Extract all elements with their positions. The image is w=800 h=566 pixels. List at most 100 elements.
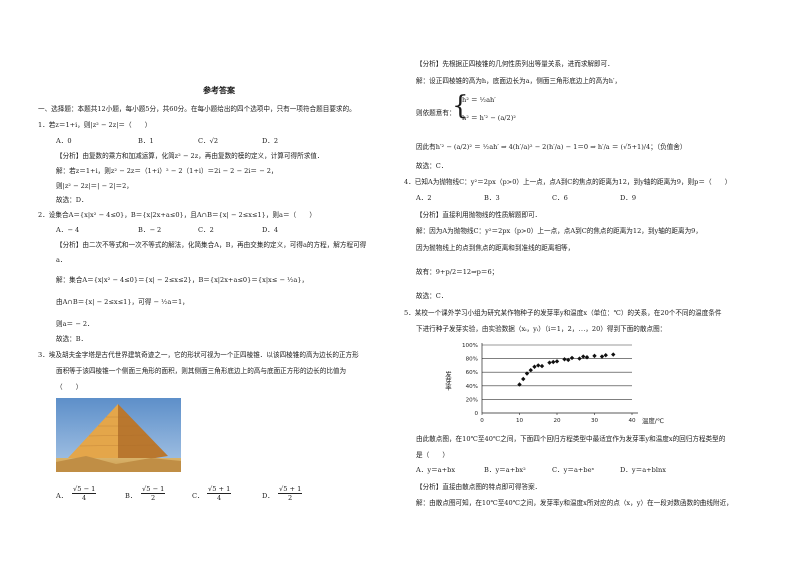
chart-data-point <box>517 382 522 387</box>
q4-analysis: 【分析】直接利用抛物线的性质解题即可． <box>416 211 542 219</box>
q3-option-c-label: C． <box>192 492 204 500</box>
q3-stem-2: 面积等于该四棱锥一个侧面三角形的面积，则其侧面三角形底边上的高与底面正方形的边长… <box>56 367 347 375</box>
q4-option-d: D．9 <box>620 194 637 202</box>
q3-option-d-value: √5 + 1 2 <box>278 485 303 502</box>
q5-option-d: D．y＝a+blnx <box>620 466 666 474</box>
q3-system-label: 则依题意有： <box>416 109 456 117</box>
q3-option-d-label: D． <box>262 492 274 500</box>
q2-solution-4: 故选：B． <box>56 335 88 343</box>
chart-data-point <box>524 371 530 376</box>
q5-option-a: A．y＝a+bx <box>416 466 456 474</box>
chart-data-point <box>581 354 586 359</box>
q3-option-b-num: √5 − 1 <box>141 485 166 494</box>
q4-solution-1: 解：因为A为抛物线C：y²＝2px（p>0）上一点，点A到C的焦点的距离为12，… <box>416 227 702 235</box>
chart-x-tick-label: 30 <box>591 418 599 424</box>
chart-x-tick-label: 10 <box>516 418 524 424</box>
q3-solution-2: 因此有h′² − (a/2)² ＝ ½ah′ ⇒ 4(h′/a)² − 2(h′… <box>416 143 687 151</box>
q5-stem-1: 5．某校一个课外学习小组为研究某作物种子的发芽率y和温度x（单位：℃）的关系，在… <box>404 309 722 317</box>
chart-y-tick-label: 0 <box>474 411 478 417</box>
q3-solution-1: 解：设正四棱锥的高为h，底面边长为a，侧面三角形底边上的高为h′， <box>416 77 622 85</box>
q2-option-a: A．− 4 <box>56 226 80 234</box>
chart-data-point <box>539 363 545 369</box>
q3-option-c-den: 4 <box>217 494 222 502</box>
chart-y-tick-label: 80% <box>466 357 478 363</box>
q3-option-b-den: 2 <box>151 494 156 502</box>
page-title: 参考答案 <box>203 85 235 95</box>
q2-analysis-1: 【分析】由二次不等式和一次不等式的解法，化简集合A，B，再由交集的定义，可得a的… <box>56 241 367 249</box>
q4-option-a: A．2 <box>416 194 432 202</box>
chart-x-axis-label: 温度/℃ <box>642 416 664 425</box>
q3-solution-3: 故选：C． <box>416 162 448 170</box>
q3-option-d-den: 2 <box>288 494 293 502</box>
q3-system-eq-1: h² ＝ ½ah′ <box>462 96 496 104</box>
q3-option-c-value: √5 + 1 4 <box>207 485 232 502</box>
q1-stem: 1．若z＝1+i，则|z² − 2z|＝（ ） <box>38 121 152 129</box>
q1-solution-2: 则|z² − 2z|＝| − 2|＝2， <box>56 182 133 190</box>
q5-option-b: B．y＝a+bx² <box>484 466 526 474</box>
q3-system-brace: { <box>452 91 469 121</box>
chart-data-point <box>566 357 571 363</box>
chart-data-point <box>536 363 541 368</box>
chart-data-point <box>603 353 608 358</box>
q1-solution-3: 故选：D． <box>56 196 88 204</box>
q3-option-d-num: √5 + 1 <box>278 485 303 494</box>
chart-data-point <box>562 357 567 362</box>
chart-data-point <box>599 354 605 359</box>
q5-analysis: 【分析】直接由散点图的特点即可得答案． <box>416 483 542 491</box>
q2-option-c: C．2 <box>198 226 214 234</box>
q5-stem-2: 下进行种子发芽实验，由实验数据（xᵢ，yᵢ）（i＝1，2，⋯，20）得到下面的散… <box>416 325 667 333</box>
q3-stem-1: 3．埃及胡夫金字塔是古代世界建筑奇迹之一，它的形状可视为一个正四棱锥．以该四棱锥… <box>38 351 359 359</box>
q2-solution-1: 解：集合A＝{x|x² − 4≤0}＝{x| − 2≤x≤2}，B＝{x|2x+… <box>56 276 309 284</box>
q5-followup-1: 由此散点图，在10℃至40℃之间，下面四个回归方程类型中最适宜作为发芽率y和温度… <box>416 435 726 443</box>
chart-data-point <box>521 376 526 382</box>
q3-analysis: 【分析】先根据正四棱锥的几何性质列出等量关系，进而求解即可． <box>416 60 614 68</box>
germination-scatter-chart: 0 20% 40% 60% 80% 100% 0 10 20 30 40 温度/℃ 发芽率 <box>444 343 664 425</box>
chart-y-axis-label: 发芽率 <box>444 370 452 392</box>
chart-x-tick-label: 40 <box>628 418 636 424</box>
chart-data-point <box>569 355 575 361</box>
q3-option-a-value: √5 − 1 4 <box>72 485 97 502</box>
chart-y-tick-label: 40% <box>466 384 478 390</box>
q3-option-c-num: √5 + 1 <box>207 485 232 494</box>
chart-data-point <box>584 355 590 360</box>
q4-option-b: B．3 <box>484 194 500 202</box>
q1-option-c: C．√2 <box>198 137 219 145</box>
chart-y-tick-label: 20% <box>466 397 478 403</box>
q1-option-d: D．2 <box>262 137 279 145</box>
q5-followup-2: 是（ ） <box>416 451 449 459</box>
chart-data-point <box>528 367 533 373</box>
q2-option-d: D．4 <box>262 226 279 234</box>
q5-solution-1: 解：由散点图可知，在10℃至40℃之间，发芽率y和温度x所对应的点（x，y）在一… <box>416 499 733 507</box>
chart-data-point <box>592 353 597 359</box>
chart-data-point <box>551 359 556 365</box>
chart-x-tick-label: 20 <box>553 418 561 424</box>
q5-option-c: C．y＝a+beˣ <box>552 466 595 474</box>
q4-option-c: C．6 <box>552 194 568 202</box>
q4-solution-4: 故选：C． <box>416 292 448 300</box>
q4-solution-2: 因为抛物线上的点到焦点的距离和到准线的距离相等， <box>416 244 575 252</box>
pyramid-photo <box>56 398 181 472</box>
section-heading: 一、选择题：本题共12小题，每小题5分，共60分。在每小题给出的四个选项中，只有… <box>38 105 356 113</box>
q3-option-b-value: √5 − 1 2 <box>141 485 166 502</box>
chart-data-point <box>577 356 582 361</box>
q2-stem: 2．设集合A＝{x|x² − 4≤0}，B＝{x|2x+a≤0}，且A∩B＝{x… <box>38 211 316 219</box>
q1-analysis: 【分析】由复数的乘方和加减运算，化简z² − 2z，再由复数的模的定义，计算可得… <box>56 152 324 160</box>
chart-x-tick-label: 0 <box>480 418 484 424</box>
q4-stem: 4．已知A为抛物线C：y²＝2px（p>0）上一点，点A到C的焦点的距离为12，… <box>404 178 732 186</box>
q2-solution-3: 则a＝ − 2． <box>56 320 94 328</box>
q3-option-a-label: A． <box>56 492 68 500</box>
chart-y-tick-label: 60% <box>466 370 478 376</box>
chart-data-point <box>547 360 552 365</box>
chart-data-point <box>532 364 537 369</box>
q1-solution-1: 解：若z＝1+i，则z² − 2z＝（1+i）² − 2（1+i）＝2i − 2… <box>56 167 278 175</box>
chart-data-point <box>611 352 616 357</box>
q3-option-a-den: 4 <box>82 494 87 502</box>
q1-option-a: A．0 <box>56 137 72 145</box>
q3-option-b-label: B． <box>125 492 137 500</box>
q4-solution-3: 故有：9+p/2＝12⇒p＝6； <box>416 268 499 276</box>
q3-option-a-num: √5 − 1 <box>72 485 97 494</box>
chart-y-tick-label: 100% <box>462 343 478 349</box>
q3-stem-3: （ ） <box>56 383 83 391</box>
q1-option-b: B．1 <box>138 137 154 145</box>
